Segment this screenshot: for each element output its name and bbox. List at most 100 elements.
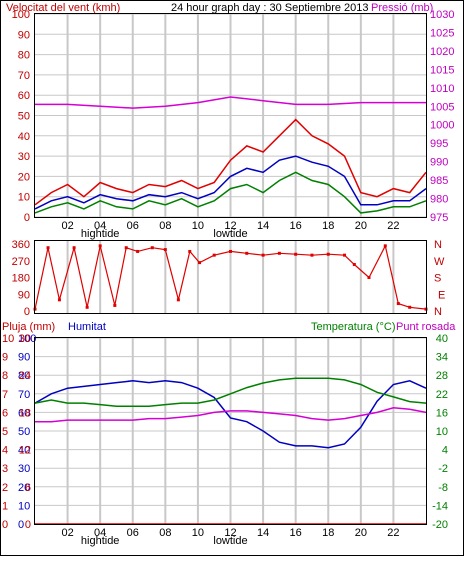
x-tick-label: 22: [387, 220, 399, 232]
wind_avg-line: [34, 155, 427, 210]
compass-label: N: [434, 239, 442, 251]
wind-tick-label: 90: [18, 29, 30, 41]
dewpoint-axis-title: Punt rosada: [396, 321, 456, 333]
wind-direction-point: [326, 252, 330, 256]
wind-tick-label: 70: [18, 70, 30, 82]
temperature-tick-label: -2: [438, 463, 448, 475]
wind-direction-point: [343, 253, 347, 257]
humidity-tick-label: 70: [18, 389, 30, 401]
tide-label: hightide: [81, 535, 120, 547]
compass-label: W: [434, 256, 445, 268]
pressure-tick-label: 990: [430, 157, 448, 169]
wind-tick-label: 100: [12, 9, 30, 21]
wind-direction-point: [352, 262, 356, 266]
wind-direction-point: [163, 248, 167, 252]
rain-tick-label: 8: [2, 370, 8, 382]
x-tick-label: 14: [257, 527, 269, 539]
temperature-line: [34, 377, 427, 407]
dewpoint-line: [35, 407, 427, 423]
x-tick-label: 20: [355, 527, 367, 539]
temperature-tick-label: -20: [432, 519, 448, 531]
tide-label: lowtide: [213, 535, 247, 547]
rain-tick-label: 0: [2, 519, 8, 531]
humidity-tick-label: 10: [18, 500, 30, 512]
humidity-tick-label: 20: [18, 482, 30, 494]
temperature-tick-label: 4: [442, 445, 448, 457]
wind-direction-point: [57, 298, 61, 302]
wind-direction-point: [396, 302, 400, 306]
wind-tick-label: 30: [18, 151, 30, 163]
wind-tick-label: 10: [18, 192, 30, 204]
direction-tick-label: 360: [12, 239, 30, 251]
humidity-tick-label: 40: [18, 445, 30, 457]
pressure-axis-title: Pressió (mb): [371, 2, 433, 14]
x-tick-label: 18: [322, 527, 334, 539]
wind-direction-point: [212, 253, 216, 257]
x-tick-label: 04: [94, 527, 106, 539]
chart-title: 24 hour graph day : 30 Septiembre 2013: [171, 2, 369, 14]
x-tick-label: 08: [159, 220, 171, 232]
wind-direction-point: [85, 305, 89, 309]
x-tick-label: 18: [322, 220, 334, 232]
x-tick-label: 16: [290, 527, 302, 539]
temperature-tick-label: 28: [436, 370, 448, 382]
x-tick-label: 06: [127, 527, 139, 539]
temperature-tick-label: 40: [436, 333, 448, 345]
wind-direction-point: [136, 249, 140, 253]
wind-tick-label: 50: [18, 111, 30, 123]
rain-tick-label: 4: [2, 445, 8, 457]
rain-tick-label: 2: [2, 482, 8, 494]
compass-label: S: [434, 273, 441, 285]
wind-pressure-panel: Velocitat del vent (kmh) 24 hour graph d…: [6, 2, 454, 240]
humidity-tick-label: 60: [18, 407, 30, 419]
x-tick-label: 12: [224, 527, 236, 539]
pressure-tick-label: 1005: [430, 101, 454, 113]
rain-mid-tick-label: 30: [19, 333, 31, 345]
wind-direction-point: [113, 303, 117, 307]
wind-tick-label: 60: [18, 90, 30, 102]
wind-direction-point: [277, 251, 281, 255]
tide-label: lowtide: [213, 228, 247, 240]
x-tick-label: 14: [257, 220, 269, 232]
wind-direction-point: [150, 246, 154, 250]
x-tick-label: 08: [159, 527, 171, 539]
direction-tick-label: 90: [18, 289, 30, 301]
wind-direction-point: [98, 244, 102, 248]
direction-tick-label: 180: [12, 273, 30, 285]
x-tick-label: 02: [61, 220, 73, 232]
rain-mid-tick-label: 0: [25, 519, 31, 531]
humidity-tick-label: 100: [18, 333, 36, 345]
pressure-tick-label: 1030: [430, 9, 454, 21]
wind-direction-point: [261, 253, 265, 257]
wind-direction-point: [229, 249, 232, 253]
rain-tick-label: 1: [2, 500, 8, 512]
rain-tick-label: 7: [2, 389, 8, 401]
x-tick-label: 10: [192, 220, 204, 232]
wind-direction-point: [176, 298, 180, 302]
x-tick-label: 02: [61, 527, 73, 539]
humidity-plot-frame: [34, 337, 427, 525]
wind-tick-label: 80: [18, 50, 30, 62]
wind-direction-point: [46, 246, 50, 250]
x-tick-label: 20: [355, 220, 367, 232]
rain-tick-label: 9: [2, 352, 8, 364]
rain-mid-tick-label: 6: [25, 482, 31, 494]
wind-direction-point: [367, 276, 371, 279]
pressure-tick-label: 985: [430, 175, 448, 187]
pressure-tick-label: 1015: [430, 64, 454, 76]
pressure-tick-label: 1010: [430, 83, 454, 95]
humidity-line: [34, 380, 427, 449]
compass-label: N: [434, 306, 442, 318]
rain-mid-tick-label: 24: [19, 370, 31, 382]
x-tick-label: 10: [192, 527, 204, 539]
rain-axis-title: Pluja (mm): [2, 321, 55, 333]
temperature-tick-label: 34: [436, 352, 448, 364]
rain-tick-label: 6: [2, 407, 8, 419]
wind-direction-point: [310, 253, 314, 257]
x-tick-label: 06: [127, 220, 139, 232]
direction-tick-label: 270: [12, 256, 30, 268]
